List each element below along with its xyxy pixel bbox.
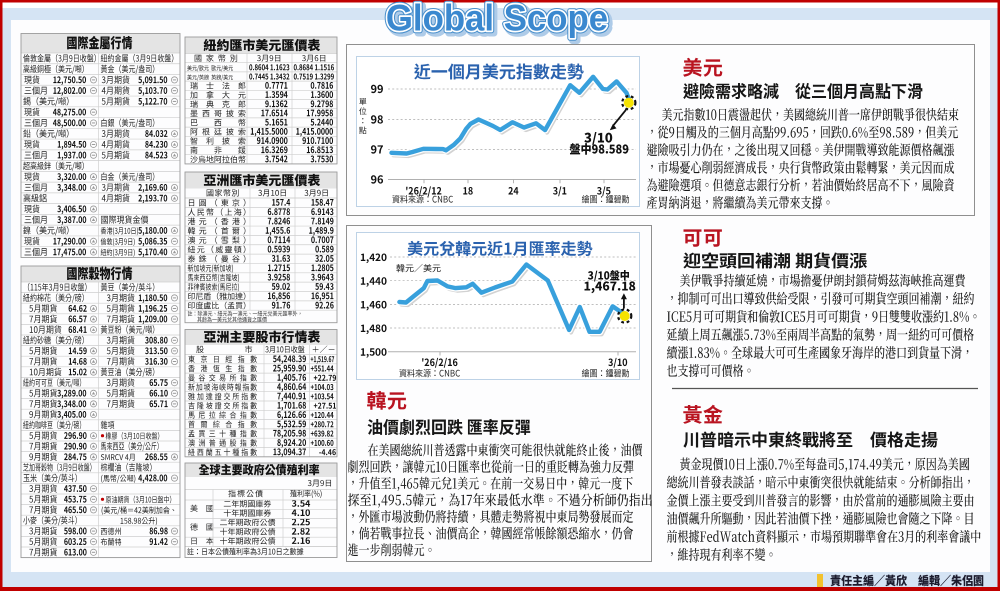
svg-text:Global Scope: Global Scope — [388, 0, 610, 41]
svg-text:Global Scope: Global Scope — [386, 0, 608, 39]
svg-text:Global Scope: Global Scope — [386, 0, 608, 39]
svg-text:Global Scope: Global Scope — [386, 0, 608, 39]
